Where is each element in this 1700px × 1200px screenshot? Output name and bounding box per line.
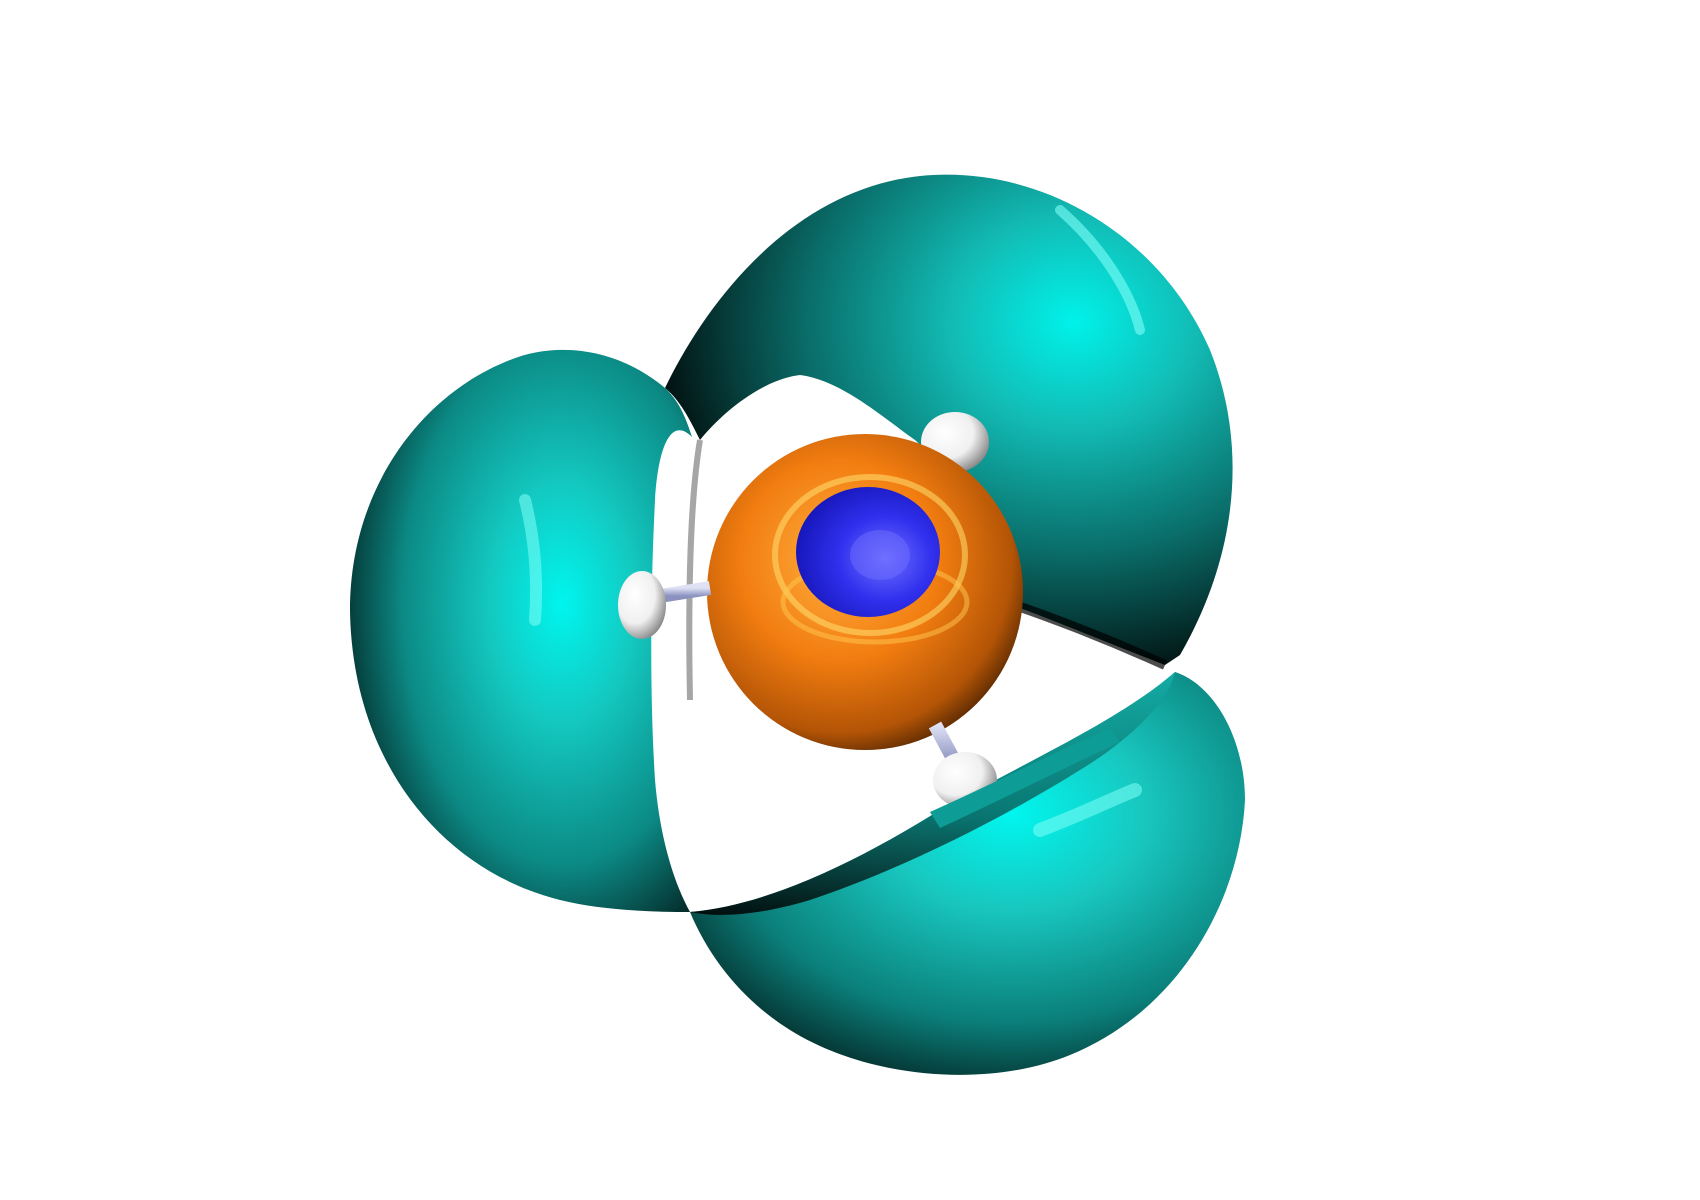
lobe-seam-left — [686, 439, 703, 701]
left-lobe — [350, 349, 692, 912]
nitrogen-atom — [796, 487, 940, 617]
lobe-front-edge — [930, 728, 1120, 828]
hydrogen-atom-left — [618, 571, 712, 639]
bottom-right-lobe — [690, 672, 1245, 1075]
hydrogen-sphere — [618, 571, 666, 639]
bond-left — [658, 581, 712, 603]
